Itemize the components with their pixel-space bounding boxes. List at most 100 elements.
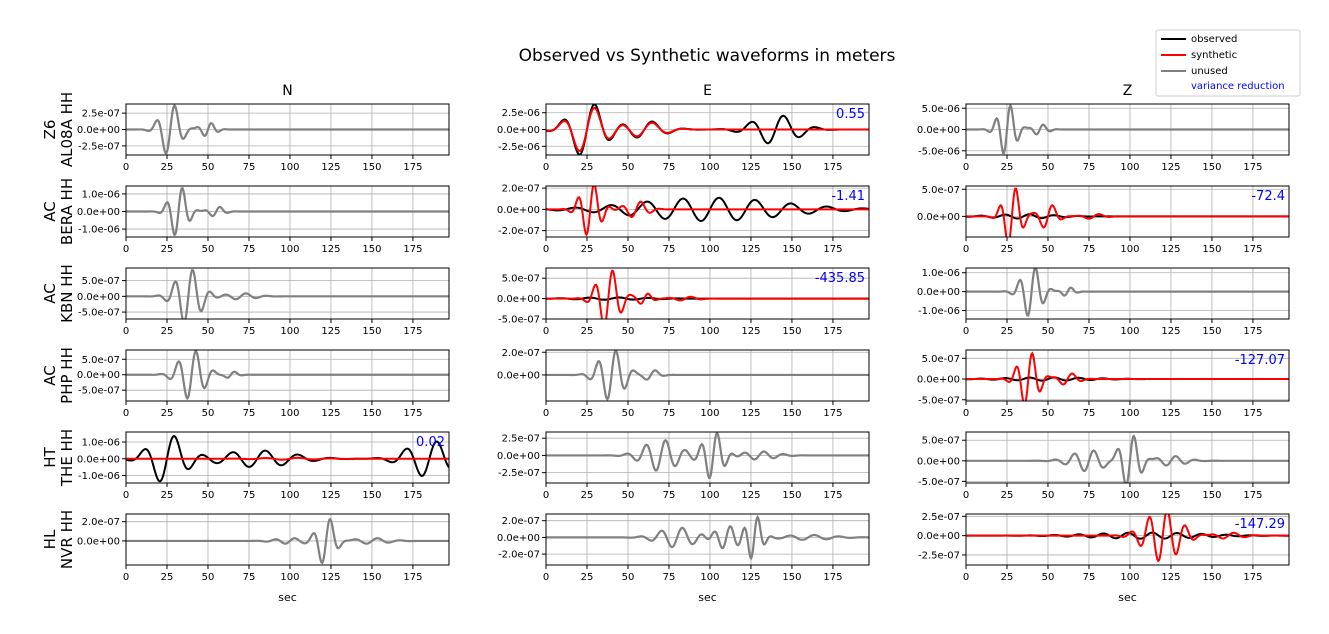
synthetic-trace: [546, 106, 869, 152]
y-tick-label: -5.0e-07: [78, 386, 120, 397]
y-tick-label: -5.0e-06: [918, 146, 960, 157]
x-tick-label: 0: [963, 408, 969, 419]
y-tick-label: 2.5e-07: [922, 512, 960, 523]
x-tick-label: 0: [963, 162, 969, 173]
x-tick-label: 0: [543, 490, 549, 501]
x-tick-label: 100: [280, 490, 299, 501]
synthetic-trace: [546, 186, 869, 237]
x-tick-label: 25: [1001, 408, 1014, 419]
legend: observed synthetic unused variance reduc…: [1155, 29, 1301, 97]
y-tick-label: -1.0e-06: [78, 471, 120, 482]
x-tick-label: 75: [663, 490, 676, 501]
x-tick-label: 75: [663, 162, 676, 173]
variance-reduction-value: -72.4: [1251, 189, 1285, 204]
synthetic-trace: [966, 514, 1289, 563]
station-code-label: THE HH: [58, 429, 76, 487]
variance-reduction-value: 0.02: [416, 435, 445, 450]
x-tick-label: 125: [321, 572, 340, 583]
x-tick-label: 100: [700, 162, 719, 173]
x-tick-label: 25: [581, 244, 594, 255]
x-tick-label: 100: [280, 244, 299, 255]
variance-reduction-value: -147.29: [1235, 517, 1285, 532]
x-tick-label: 25: [161, 572, 174, 583]
x-tick-label: 0: [123, 572, 129, 583]
x-axis-label: sec: [698, 591, 717, 604]
x-tick-label: 75: [243, 326, 256, 337]
x-tick-label: 50: [1042, 162, 1055, 173]
x-axis-label: sec: [1118, 591, 1137, 604]
panel-nvr-z: 2.5e-07 0.0e+00 -2.5e-070 25 50 75 100 125 150 17…: [917, 512, 1290, 583]
y-tick-label: -5.0e-07: [78, 308, 120, 319]
y-tick-label: -5.0e-07: [918, 395, 960, 406]
x-tick-label: 50: [622, 162, 635, 173]
x-tick-label: 0: [963, 572, 969, 583]
y-tick-label: -5.0e-07: [918, 477, 960, 488]
x-tick-label: 25: [161, 244, 174, 255]
x-tick-label: 75: [243, 162, 256, 173]
x-tick-label: 125: [321, 326, 340, 337]
y-tick-label: 0.0e+00: [917, 125, 960, 136]
x-tick-label: 75: [243, 490, 256, 501]
y-tick-label: 2.5e-07: [502, 434, 540, 445]
x-tick-label: 125: [1161, 244, 1180, 255]
x-tick-label: 100: [700, 572, 719, 583]
x-tick-label: 150: [1202, 244, 1221, 255]
y-tick-label: 5.0e-07: [922, 185, 960, 196]
x-tick-label: 175: [403, 572, 422, 583]
x-tick-label: 0: [963, 490, 969, 501]
panel-frame: [965, 349, 1290, 402]
x-tick-label: 100: [700, 326, 719, 337]
x-tick-label: 50: [1042, 244, 1055, 255]
variance-reduction-value: 0.55: [836, 107, 865, 122]
x-tick-label: 50: [202, 326, 215, 337]
observed-trace: [126, 435, 449, 483]
x-tick-label: 75: [663, 326, 676, 337]
x-tick-label: 100: [1120, 244, 1139, 255]
x-tick-label: 50: [622, 408, 635, 419]
y-tick-label: 5.0e-07: [922, 436, 960, 447]
y-tick-label: 2.0e-07: [82, 517, 120, 528]
x-tick-label: 75: [243, 244, 256, 255]
legend-observed-label: observed: [1191, 34, 1237, 45]
panel-the-e: 2.5e-07 0.0e+00 -2.5e-070 25 50 75 100 125 150 17…: [497, 431, 870, 501]
x-tick-label: 50: [622, 326, 635, 337]
x-tick-label: 100: [1120, 326, 1139, 337]
legend-synthetic-label: synthetic: [1191, 50, 1237, 61]
station-network-label: AC: [41, 283, 59, 303]
station-network-label: AC: [41, 201, 59, 221]
panel-bera-z: 5.0e-07 0.0e+00 0 25 50 75 100 125 150 175 -72.4: [917, 185, 1290, 255]
x-tick-label: 125: [1161, 408, 1180, 419]
x-tick-label: 125: [741, 162, 760, 173]
panel-frame: [965, 431, 1290, 484]
x-tick-label: 125: [741, 326, 760, 337]
x-tick-label: 125: [741, 244, 760, 255]
x-tick-label: 100: [280, 408, 299, 419]
y-tick-label: 0.0e+00: [77, 454, 120, 465]
panel-nvr-e: 2.0e-07 0.0e+00 -2.0e-070 25 50 75 100 125 150 17…: [497, 513, 870, 583]
station-label: AC BERA HH: [41, 178, 76, 245]
legend-unused-label: unused: [1191, 66, 1228, 77]
station-code-label: NVR HH: [58, 510, 76, 569]
panel-frame: [965, 267, 1290, 320]
panel-frame: [125, 431, 450, 484]
x-tick-label: 75: [1083, 244, 1096, 255]
y-tick-label: 0.0e+00: [497, 125, 540, 136]
y-tick-label: 5.0e-07: [82, 355, 120, 366]
y-tick-label: -2.0e-07: [498, 226, 540, 237]
unused-trace: [126, 104, 449, 155]
x-tick-label: 25: [581, 162, 594, 173]
x-tick-label: 125: [321, 408, 340, 419]
x-tick-label: 100: [700, 244, 719, 255]
x-tick-label: 150: [1202, 572, 1221, 583]
x-tick-label: 0: [963, 244, 969, 255]
x-tick-label: 125: [741, 490, 760, 501]
column-title-e: E: [703, 83, 712, 99]
x-tick-label: 25: [1001, 244, 1014, 255]
x-tick-label: 50: [622, 244, 635, 255]
station-code-label: PHP HH: [58, 347, 76, 404]
x-tick-label: 150: [1202, 408, 1221, 419]
station-code-label: AL08A HH: [58, 92, 76, 167]
x-tick-label: 150: [782, 162, 801, 173]
y-tick-label: 1.0e-06: [922, 268, 960, 279]
x-tick-label: 100: [1120, 490, 1139, 501]
